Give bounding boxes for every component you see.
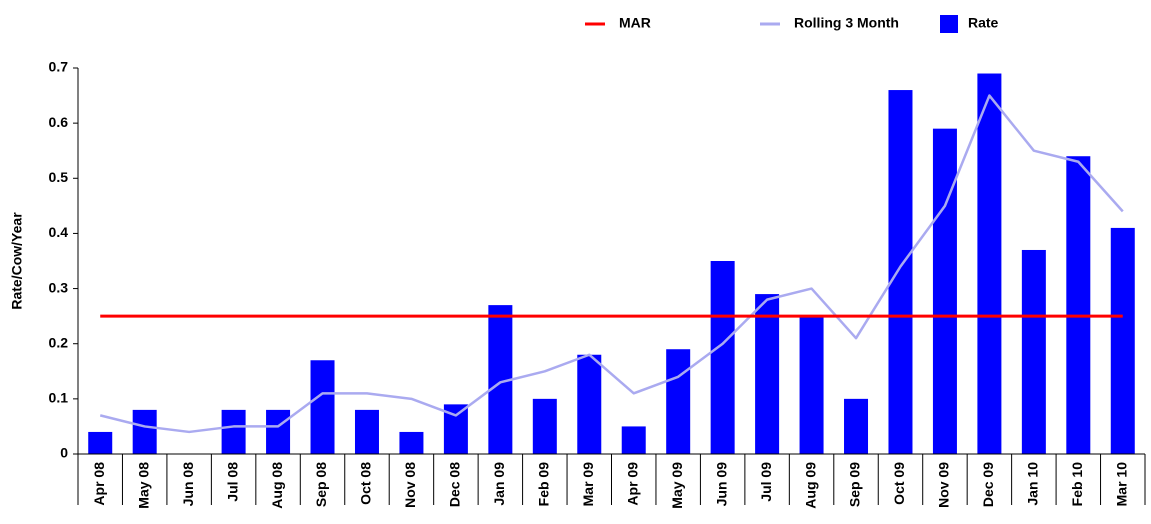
bar xyxy=(88,431,113,454)
x-tick-label: Mar 10 xyxy=(1113,462,1129,507)
legend-label: MAR xyxy=(619,15,651,31)
bar xyxy=(710,261,735,454)
bar xyxy=(221,409,246,454)
y-tick-label: 0.3 xyxy=(49,279,69,295)
x-tick-label: Apr 09 xyxy=(624,462,640,506)
x-tick-label: May 09 xyxy=(669,462,685,509)
x-tick-label: Jul 08 xyxy=(224,462,240,502)
x-tick-label: Jun 09 xyxy=(713,462,729,507)
bar xyxy=(621,426,646,454)
bar xyxy=(132,409,157,454)
bar xyxy=(577,354,602,454)
y-tick-label: 0.4 xyxy=(49,224,69,240)
bar xyxy=(799,316,824,454)
x-tick-label: Feb 10 xyxy=(1069,462,1085,507)
bar xyxy=(666,349,691,454)
x-tick-label: Oct 09 xyxy=(891,462,907,505)
bar xyxy=(532,398,557,454)
x-tick-label: Sep 09 xyxy=(847,462,863,507)
bar xyxy=(1066,156,1091,454)
x-tick-label: Feb 09 xyxy=(536,462,552,507)
x-tick-label: Mar 09 xyxy=(580,462,596,507)
y-tick-label: 0.7 xyxy=(49,59,69,75)
x-tick-label: Aug 09 xyxy=(802,462,818,509)
legend-label: Rate xyxy=(968,15,999,31)
y-tick-label: 0.2 xyxy=(49,334,69,350)
y-tick-label: 0 xyxy=(60,445,68,461)
x-tick-label: Nov 08 xyxy=(402,462,418,508)
bar xyxy=(888,90,913,455)
x-tick-label: Jul 09 xyxy=(758,462,774,502)
bar xyxy=(977,73,1002,454)
y-tick-label: 0.1 xyxy=(49,390,69,406)
bar xyxy=(755,294,780,454)
x-tick-label: Jun 08 xyxy=(180,462,196,507)
y-tick-label: 0.6 xyxy=(49,114,69,130)
bar xyxy=(844,398,869,454)
x-tick-label: Nov 09 xyxy=(936,462,952,508)
x-tick-label: Dec 08 xyxy=(447,462,463,507)
bar xyxy=(266,409,291,454)
x-tick-label: Sep 08 xyxy=(313,462,329,507)
bar xyxy=(1021,249,1046,454)
legend-swatch xyxy=(940,15,958,33)
bar xyxy=(932,128,957,454)
bar xyxy=(399,431,424,454)
x-tick-label: Jan 10 xyxy=(1025,462,1041,506)
bar xyxy=(310,360,335,454)
bar xyxy=(488,305,513,454)
x-tick-label: Apr 08 xyxy=(91,462,107,506)
legend-label: Rolling 3 Month xyxy=(794,15,899,31)
line-series xyxy=(99,94,1124,434)
x-tick-label: Dec 09 xyxy=(980,462,996,507)
x-tick-label: May 08 xyxy=(135,462,151,509)
x-tick-label: Oct 08 xyxy=(358,462,374,505)
y-tick-label: 0.5 xyxy=(49,169,69,185)
bar xyxy=(354,409,379,454)
x-tick-label: Aug 08 xyxy=(269,462,285,509)
y-axis-label: Rate/Cow/Year xyxy=(9,212,25,310)
bar xyxy=(1110,227,1135,454)
x-tick-label: Jan 09 xyxy=(491,462,507,506)
